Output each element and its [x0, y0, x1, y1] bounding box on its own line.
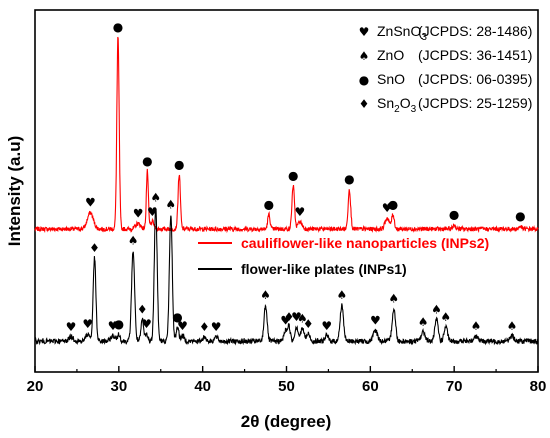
y-axis-title: Intensity (a.u): [5, 136, 24, 247]
peak-marker-zno: ♠: [150, 190, 161, 204]
peak-marker-sno: ●: [344, 172, 354, 186]
peak-marker-znsno3: ♥: [370, 313, 381, 327]
peak-marker-sn2o3: ♦: [89, 241, 100, 255]
peak-marker-znsno3: ♥: [211, 320, 222, 334]
series-labels: cauliflower-like nanoparticles (INPs2) f…: [198, 235, 489, 277]
legend-glyph-znsno3: ♥: [359, 25, 370, 39]
series-line-1: [34, 207, 539, 346]
series-line-0: [34, 36, 539, 234]
peak-marker-zno: ♠: [336, 288, 347, 302]
peak-marker-zno: ♠: [165, 198, 176, 212]
peak-marker-sn2o3: ♦: [137, 303, 148, 317]
series-label-inps2: cauliflower-like nanoparticles (INPs2): [241, 235, 489, 251]
peak-marker-znsno3: ♥: [382, 201, 393, 215]
peak-marker-znsno3: ♥: [141, 317, 152, 331]
peak-marker-znsno3: ♥: [177, 319, 188, 333]
peak-marker-zno: ♠: [388, 292, 399, 306]
legend-ref-znsno3: (JCPDS: 28-1486): [418, 23, 532, 39]
legend-glyph-zno: ♠: [359, 49, 370, 63]
peak-marker-zno: ♠: [128, 234, 139, 248]
peak-marker-znsno3: ♥: [85, 196, 96, 210]
legend-rows: ♥ ZnSnO3(JCPDS: 28-1486) ♠ ZnO (JCPDS: 36-14…: [359, 23, 533, 115]
peak-marker-sno: ●: [288, 169, 298, 183]
legend-ref-zno: (JCPDS: 36-1451): [418, 47, 532, 63]
peak-marker-zno: ♠: [418, 315, 429, 329]
legend-name-zno: ZnO: [377, 47, 404, 63]
peak-markers: ♥●♥●♥●●●♥●♥●● ●♥ ♥♦♥●♠♦♥♠♠●♥ ♦ ♥♠♥♦♥♠♦ ♥♠♥♠♠♠…: [66, 20, 526, 334]
x-tick-label: 50: [278, 378, 295, 395]
x-tick-label: 40: [194, 378, 211, 395]
peak-marker-sn2o3: ♦: [284, 310, 295, 324]
peak-marker-zno: ♠: [507, 319, 518, 333]
x-tick-label: 20: [27, 378, 44, 395]
peak-marker-sno: ●: [449, 208, 459, 222]
x-axis-title: 2θ (degree): [241, 412, 331, 431]
peak-marker-zno: ♠: [297, 312, 308, 326]
peak-marker-znsno3: ♥: [291, 310, 302, 324]
peak-marker-sno: ●: [114, 317, 124, 331]
legend-name-sno: SnO: [377, 71, 405, 87]
peak-marker-znsno3: ♥: [108, 319, 119, 333]
legend-name-znsno3: ZnSnO3: [377, 23, 427, 43]
peak-marker-sno: ●: [515, 209, 525, 223]
peak-marker-znsno3: ♥: [321, 319, 332, 333]
legend: ♥ ZnSnO3(JCPDS: 28-1486) ♠ ZnO (JCPDS: 36-14…: [359, 23, 533, 115]
legend-ref-sno: (JCPDS: 06-0395): [418, 71, 532, 87]
legend-name-sn2o3: Sn2O3: [377, 95, 417, 115]
peak-marker-sno: ●: [172, 310, 182, 324]
legend-glyph-sno: ●: [359, 73, 369, 87]
peak-marker-sn2o3: ♦: [199, 320, 210, 334]
x-axis-ticks: 20 30 40 50 60 70 80: [27, 366, 547, 395]
x-tick-label: 60: [362, 378, 379, 395]
legend-glyph-sn2o3: ♦: [359, 97, 370, 111]
peak-marker-znsno3: ♥: [82, 317, 93, 331]
peak-marker-sno: ●: [264, 198, 274, 212]
peak-marker-znsno3: ♥: [295, 205, 306, 219]
x-tick-label: 70: [446, 378, 463, 395]
peak-marker-znsno3: ♥: [66, 320, 77, 334]
x-tick-label: 30: [110, 378, 127, 395]
x-tick-label: 80: [530, 378, 547, 395]
peak-marker-zno: ♠: [260, 288, 271, 302]
peak-marker-znsno3: ♥: [280, 313, 291, 327]
legend-ref-sn2o3: (JCPDS: 25-1259): [418, 95, 532, 111]
peak-marker-znsno3: ♥: [133, 207, 144, 221]
series-layer: [34, 36, 539, 346]
peak-marker-sno: ●: [174, 158, 184, 172]
peak-marker-sn2o3: ♦: [303, 317, 314, 331]
peak-marker-zno: ♠: [431, 303, 442, 317]
peak-marker-zno: ♠: [440, 310, 451, 324]
peak-marker-sno: ●: [388, 198, 398, 212]
peak-marker-sno: ●: [142, 154, 152, 168]
peak-marker-zno: ♠: [471, 319, 482, 333]
peak-marker-znsno3: ♥: [147, 205, 158, 219]
series-label-inps1: flower-like plates (INPs1): [241, 261, 407, 277]
peak-marker-sno: ●: [113, 20, 123, 34]
